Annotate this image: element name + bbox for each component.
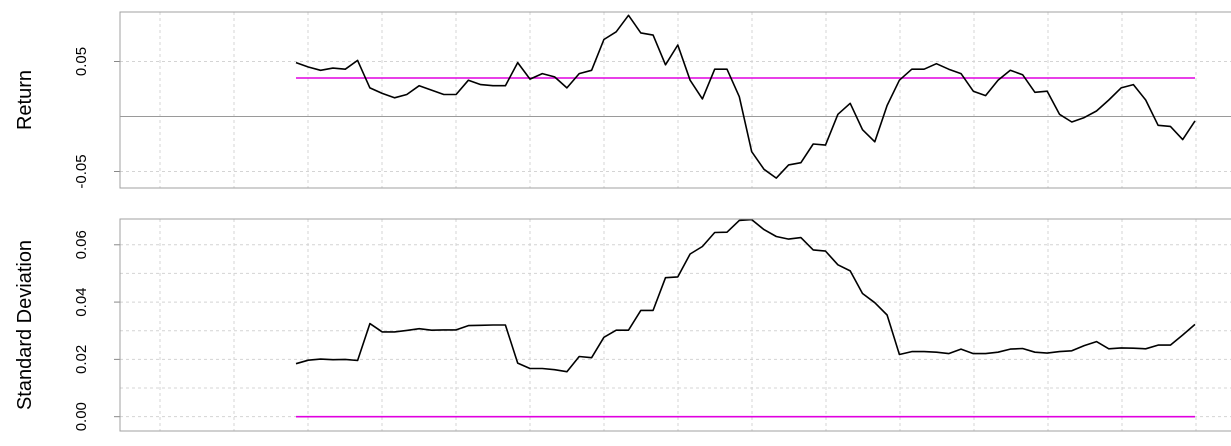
- y-tick-label: 0.04: [73, 287, 90, 316]
- y-tick-label: 0.00: [73, 402, 90, 431]
- return-plot-frame: [119, 11, 1231, 189]
- return-panel: -0.05 0.05 Return: [14, 11, 1231, 189]
- std-dev-axis-label: Standard Deviation: [14, 240, 36, 410]
- std-dev-gridlines: [120, 219, 1231, 431]
- y-tick-label: 0.06: [73, 230, 90, 259]
- y-tick-label: -0.05: [73, 154, 90, 188]
- return-gridlines: [120, 12, 1231, 188]
- std-dev-panel: 0.00 0.02 0.04 0.06 Standard Deviation: [14, 218, 1231, 432]
- y-tick-label: 0.05: [73, 47, 90, 76]
- return-y-axis: -0.05 0.05: [73, 47, 120, 189]
- return-axis-label: Return: [14, 70, 36, 130]
- std-dev-series-line: [295, 218, 1196, 373]
- y-tick-label: 0.02: [73, 345, 90, 374]
- std-dev-plot-frame: [119, 218, 1231, 432]
- std-dev-y-axis: 0.00 0.02 0.04 0.06: [73, 230, 120, 431]
- return-series-line: [295, 14, 1196, 179]
